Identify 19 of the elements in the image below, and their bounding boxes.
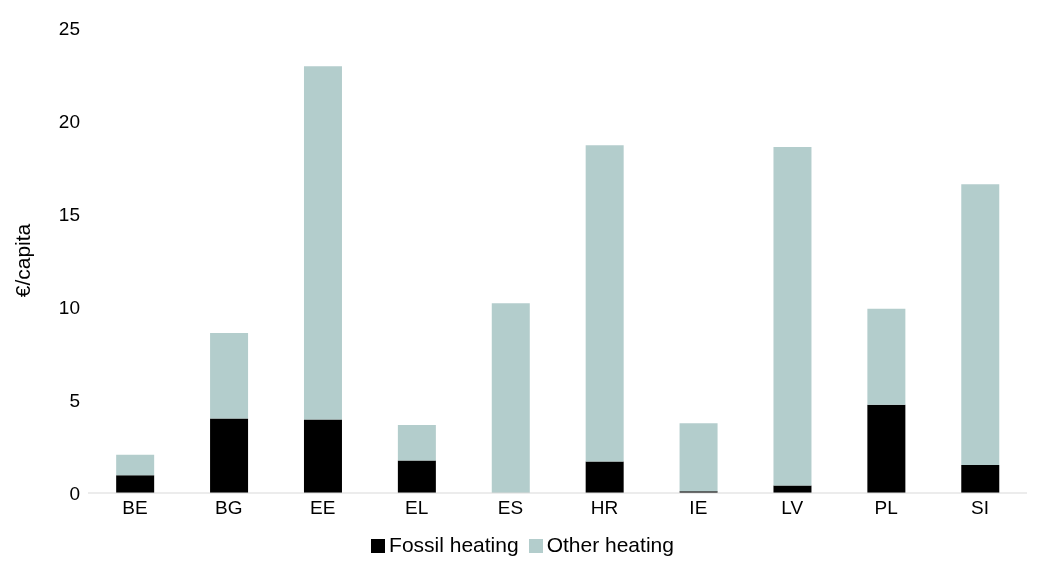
x-tick-label: PL [874,497,898,519]
y-tick-label: 15 [58,203,80,225]
x-tick-label: SI [971,497,990,519]
x-tick-label: LV [781,497,804,519]
x-tick-label: IE [689,497,708,519]
y-tick-label: 25 [58,17,80,39]
x-tick-label: ES [497,497,524,519]
y-tick-label: 5 [69,389,80,411]
y-axis-title: €/capita [11,223,35,298]
x-tick-label: EE [310,497,336,519]
x-tick-label: HR [590,497,619,519]
x-tick-label: BE [122,497,148,519]
x-tick-label: EL [405,497,429,519]
y-tick-label: 20 [58,110,80,132]
legend-label: Other heating [546,533,674,556]
y-tick-label: 10 [58,296,80,318]
y-tick-label: 0 [69,482,80,504]
legend-label: Fossil heating [389,533,519,556]
x-tick-label: BG [215,497,243,519]
